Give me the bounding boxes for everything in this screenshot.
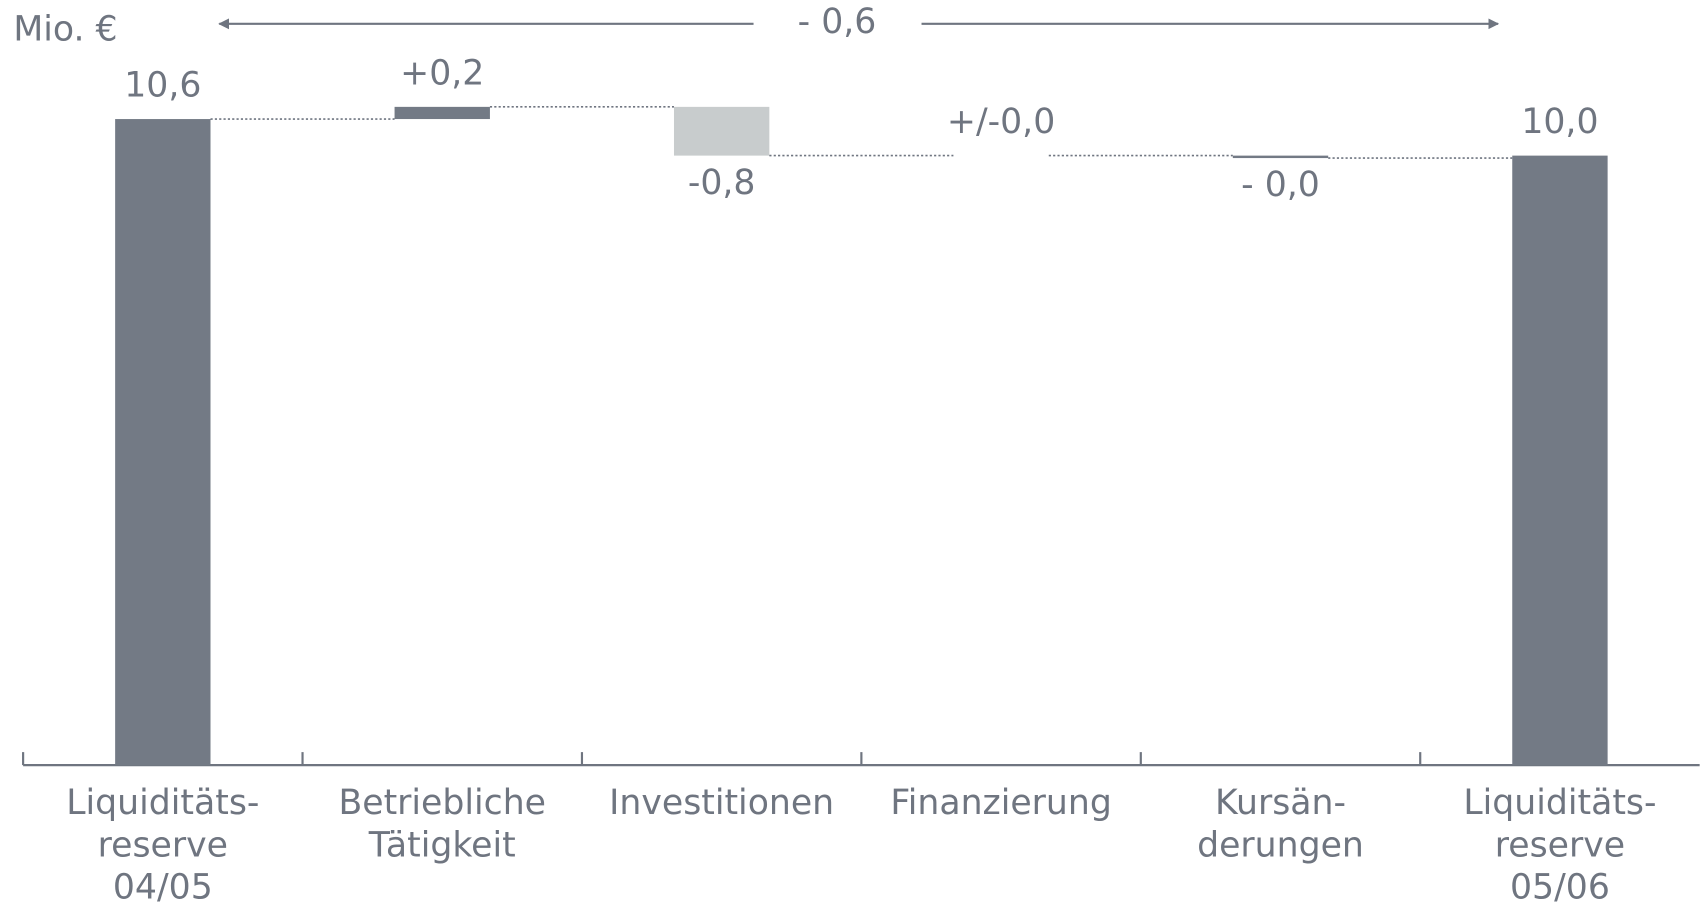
value-label: -0,8 bbox=[688, 163, 756, 203]
value-label: - 0,0 bbox=[1241, 165, 1320, 205]
x-tick-label-line: Liquiditäts- bbox=[66, 783, 259, 823]
bar bbox=[1232, 155, 1329, 159]
value-label: +0,2 bbox=[400, 53, 484, 93]
x-tick-label-line: Tätigkeit bbox=[368, 825, 516, 865]
x-tick-label: Investitionen bbox=[609, 783, 834, 823]
annotation: - 0,6 bbox=[798, 2, 877, 42]
bar bbox=[1512, 155, 1608, 766]
x-tick-label-line: Investitionen bbox=[609, 783, 834, 823]
x-tick-label: Finanzierung bbox=[890, 783, 1112, 823]
x-tick-label-line: 04/05 bbox=[113, 868, 213, 906]
bar bbox=[115, 119, 211, 766]
unit-label: Mio. € bbox=[13, 9, 117, 49]
x-tick-label-line: 05/06 bbox=[1510, 868, 1610, 906]
value-label: 10,6 bbox=[124, 66, 201, 106]
x-tick-label-line: reserve bbox=[1495, 825, 1625, 865]
x-tick-label-line: Kursän- bbox=[1215, 783, 1346, 823]
value-label: 10,0 bbox=[1521, 102, 1598, 142]
value-label: +/-0,0 bbox=[947, 102, 1055, 142]
x-tick-label-line: Liquiditäts- bbox=[1463, 783, 1656, 823]
bar bbox=[673, 106, 770, 156]
x-tick-label: Betriebliche Tätigkeit bbox=[339, 783, 546, 865]
x-tick-label: Kursän-derungen bbox=[1197, 783, 1364, 865]
x-tick-label-line: reserve bbox=[98, 825, 228, 865]
bar bbox=[394, 106, 490, 120]
x-tick-label: Liquiditäts-reserve 05/06 bbox=[1463, 783, 1656, 906]
x-tick-label: Liquiditäts-reserve 04/05 bbox=[66, 783, 259, 906]
x-tick-label-line: Betriebliche bbox=[339, 783, 546, 823]
x-tick-label-line: Finanzierung bbox=[890, 783, 1112, 823]
x-tick-label-line: derungen bbox=[1197, 825, 1364, 865]
